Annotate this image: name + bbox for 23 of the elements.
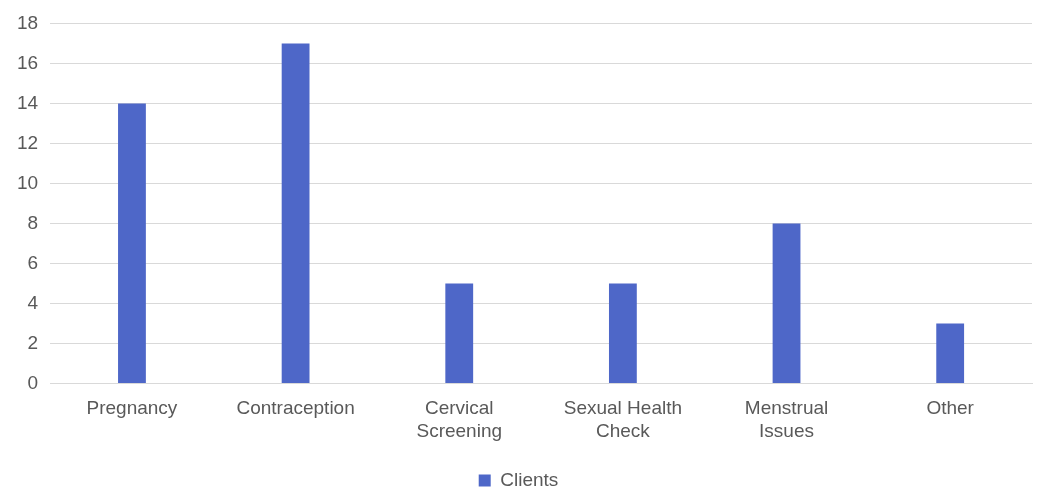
y-tick-label: 8 (27, 211, 39, 233)
y-tick-label: 10 (16, 171, 39, 193)
y-tick-label: 0 (27, 371, 39, 393)
x-tick-label: Sexual Health Check (563, 397, 683, 441)
y-tick-label: 4 (27, 291, 39, 313)
bar (772, 223, 801, 383)
x-tick-label: Pregnancy (86, 397, 178, 419)
bar (608, 283, 637, 383)
legend-label: Clients (500, 468, 559, 490)
bar (936, 323, 965, 383)
x-tick-label: Other (926, 397, 975, 419)
y-tick-label: 16 (16, 51, 39, 73)
y-tick-label: 18 (16, 11, 39, 33)
y-tick-label: 12 (16, 131, 39, 153)
x-tick-label: Cervical Screening (416, 397, 503, 441)
y-tick-label: 2 (27, 331, 39, 353)
y-tick-label: 14 (16, 91, 39, 113)
x-tick-label: Contraception (236, 397, 355, 419)
y-tick-label: 6 (27, 251, 39, 273)
bar (281, 43, 310, 383)
bar (118, 103, 146, 383)
x-tick-label: Menstrual Issues (744, 397, 829, 441)
bar (445, 283, 474, 383)
